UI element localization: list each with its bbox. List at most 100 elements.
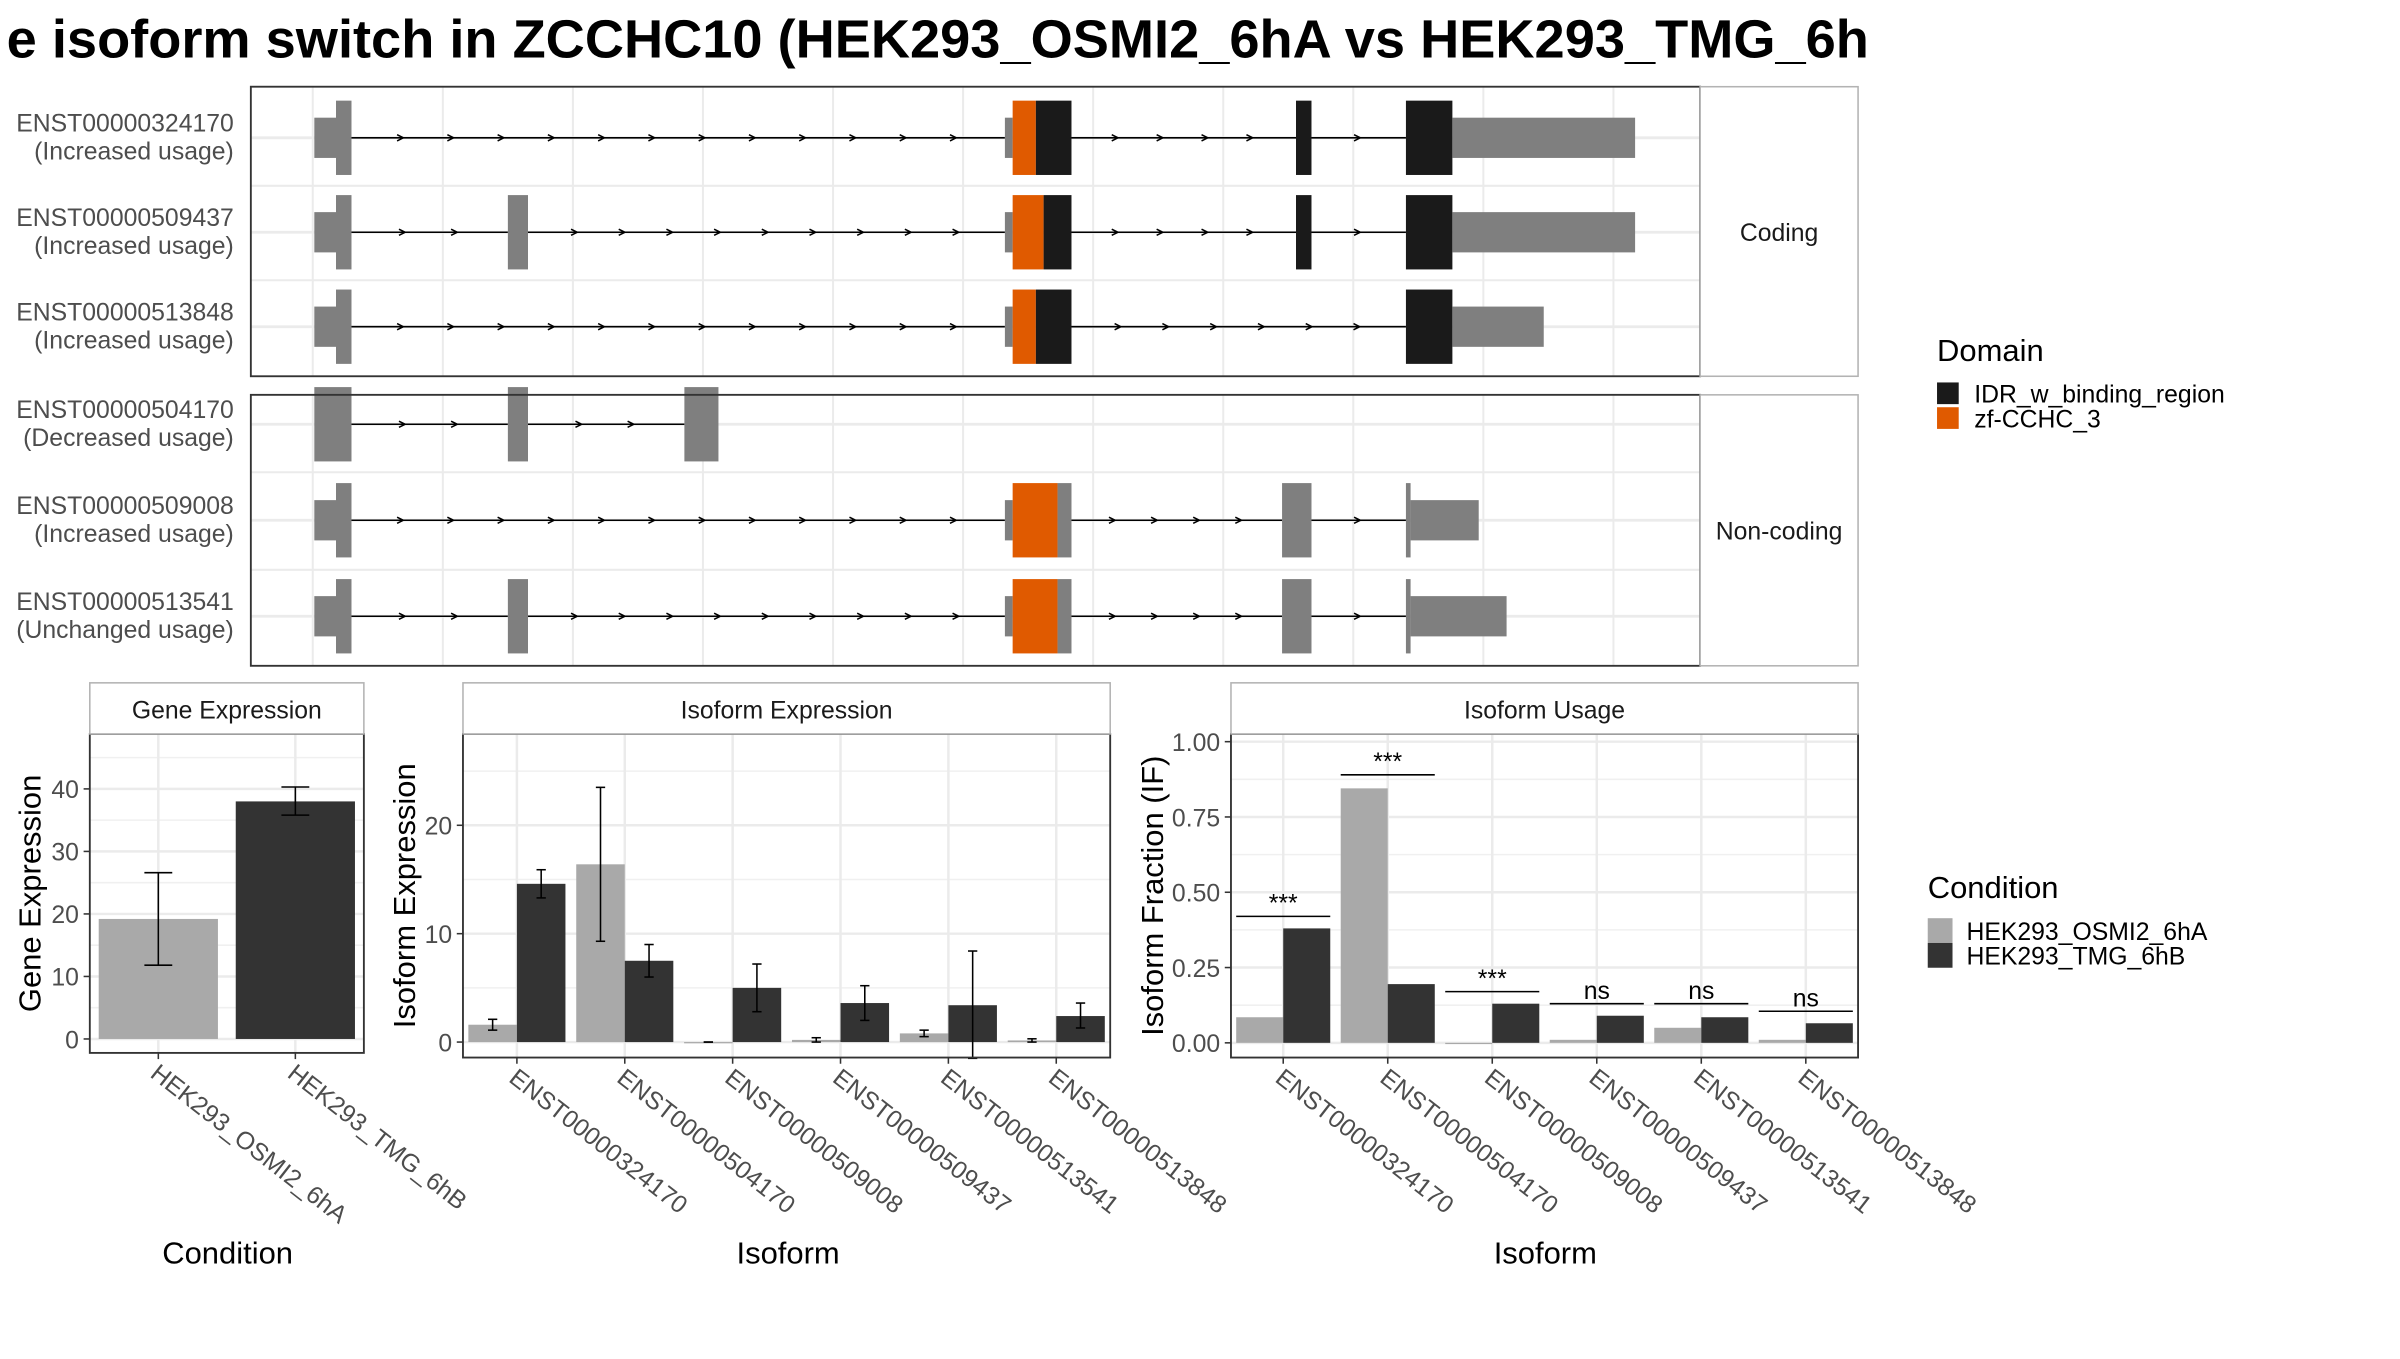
facet-strip bbox=[1699, 85, 1859, 378]
legend-condition-swatch bbox=[1927, 942, 1953, 968]
y-tick-label: 30 bbox=[51, 840, 79, 867]
exon-cds bbox=[507, 195, 528, 270]
domain-IDR_w_binding_region bbox=[1405, 289, 1453, 364]
bar-HEK293_TMG_6hB bbox=[516, 883, 566, 1043]
y-tick-label: 40 bbox=[51, 777, 79, 804]
intron-arrow bbox=[1192, 516, 1202, 525]
bar-HEK293_OSMI2_6hA bbox=[468, 1024, 517, 1043]
x-tick-label: ENST00000513848 bbox=[1043, 1064, 1231, 1219]
x-axis-title: Isoform bbox=[1494, 1235, 1597, 1270]
intron-arrow bbox=[570, 612, 579, 621]
domain-zf-CCHC_3 bbox=[1012, 100, 1036, 175]
exon-cds bbox=[336, 289, 352, 364]
legend-condition-label: HEK293_TMG_6hB bbox=[1966, 944, 2185, 971]
x-tick-label: ENST00000509008 bbox=[1479, 1064, 1667, 1219]
intron-arrow bbox=[1201, 134, 1210, 142]
intron-arrow bbox=[899, 516, 908, 525]
intron-arrow bbox=[597, 134, 607, 142]
intron-arrow bbox=[1201, 228, 1210, 237]
y-tick-label: 10 bbox=[51, 965, 79, 992]
bar-HEK293_OSMI2_6hA bbox=[1340, 788, 1388, 1043]
intron-arrow bbox=[1114, 322, 1123, 331]
chart-title: Gene Expression bbox=[132, 697, 322, 724]
exon-utr bbox=[1452, 306, 1544, 347]
domain-IDR_w_binding_region bbox=[1405, 195, 1453, 270]
legend-domain-title: Domain bbox=[1937, 333, 2044, 368]
intron-arrow bbox=[798, 322, 808, 331]
domain-zf-CCHC_3 bbox=[1012, 289, 1036, 364]
exon-cds bbox=[1057, 579, 1072, 654]
intron-arrow bbox=[450, 612, 460, 621]
significance-label: *** bbox=[1373, 749, 1402, 776]
intron-arrow bbox=[809, 228, 818, 237]
figure-title: e isoform switch in ZCCHC10 (HEK293_OSMI… bbox=[6, 9, 1869, 70]
intron-arrow bbox=[1353, 612, 1362, 621]
intron-arrow bbox=[899, 322, 908, 331]
y-axis-title: Gene Expression bbox=[12, 775, 47, 1012]
exon-utr bbox=[1452, 117, 1636, 158]
exon-utr bbox=[314, 306, 338, 347]
isoform-id-label: ENST00000504170 bbox=[16, 397, 234, 424]
exon-cds bbox=[1282, 483, 1312, 558]
significance-label: ns bbox=[1584, 978, 1610, 1005]
intron-arrow bbox=[798, 516, 808, 525]
intron-arrow bbox=[396, 516, 406, 525]
bar-HEK293_TMG_6hB bbox=[1701, 1017, 1749, 1043]
y-axis-title: Isoform Fraction (IF) bbox=[1135, 756, 1170, 1036]
exon-utr bbox=[314, 596, 338, 637]
intron-arrow bbox=[856, 228, 866, 237]
isoform-id-label: ENST00000513541 bbox=[16, 589, 234, 616]
facet-label: Non-coding bbox=[1716, 519, 1843, 546]
facet-strip bbox=[1699, 394, 1859, 667]
bar-HEK293_OSMI2_6hA bbox=[1549, 1039, 1597, 1043]
intron-arrow bbox=[547, 516, 556, 525]
y-tick-label: 0 bbox=[65, 1027, 79, 1054]
bar bbox=[235, 801, 355, 1039]
bar-HEK293_TMG_6hB bbox=[1596, 1015, 1644, 1043]
intron-arrow bbox=[648, 322, 657, 331]
intron-arrow bbox=[575, 420, 584, 429]
intron-arrow bbox=[713, 228, 723, 237]
intron-arrow bbox=[618, 228, 627, 237]
isoform-usage-label: (Increased usage) bbox=[34, 138, 234, 165]
isoform-id-label: ENST00000509008 bbox=[16, 493, 234, 520]
isoform-usage-label: (Increased usage) bbox=[34, 521, 234, 548]
legend-domain-label: zf-CCHC_3 bbox=[1974, 406, 2101, 433]
intron-arrow bbox=[952, 612, 961, 621]
intron-arrow bbox=[849, 134, 858, 142]
x-tick-label: ENST00000509437 bbox=[828, 1064, 1016, 1219]
chart-strip bbox=[462, 682, 1111, 735]
intron-arrow bbox=[450, 228, 460, 237]
intron-arrow bbox=[597, 322, 607, 331]
bar-HEK293_OSMI2_6hA bbox=[1758, 1039, 1806, 1043]
exon-cds bbox=[336, 579, 352, 654]
domain-IDR_w_binding_region bbox=[1296, 195, 1312, 270]
intron-arrow bbox=[570, 228, 579, 237]
legend-condition-title: Condition bbox=[1928, 870, 2059, 905]
intron-arrow bbox=[1111, 134, 1120, 142]
intron-arrow bbox=[798, 134, 808, 142]
isoform-id-label: ENST00000509437 bbox=[16, 205, 234, 232]
intron-arrow bbox=[748, 322, 757, 331]
x-tick-label: ENST00000509437 bbox=[1584, 1064, 1772, 1219]
bar-HEK293_TMG_6hB bbox=[1805, 1023, 1853, 1043]
exon-utr bbox=[1004, 596, 1013, 637]
intron-arrow bbox=[1234, 516, 1244, 525]
exon-utr bbox=[1410, 596, 1507, 637]
x-tick-label: ENST00000324170 bbox=[504, 1064, 692, 1219]
domain-IDR_w_binding_region bbox=[1035, 100, 1072, 175]
x-tick-label: ENST00000513541 bbox=[935, 1064, 1123, 1219]
exon-utr bbox=[314, 212, 338, 253]
intron-arrow bbox=[1192, 612, 1202, 621]
significance-label: *** bbox=[1478, 966, 1507, 993]
chart-strip bbox=[1230, 682, 1859, 735]
intron-arrow bbox=[761, 612, 770, 621]
domain-IDR_w_binding_region bbox=[1296, 100, 1312, 175]
intron-arrow bbox=[698, 516, 707, 525]
legend-domain-swatch bbox=[1937, 407, 1959, 429]
y-tick-label: 20 bbox=[51, 902, 79, 929]
intron-arrow bbox=[450, 420, 460, 429]
isoform-usage-label: (Increased usage) bbox=[34, 233, 234, 260]
intron-arrow bbox=[666, 228, 675, 237]
